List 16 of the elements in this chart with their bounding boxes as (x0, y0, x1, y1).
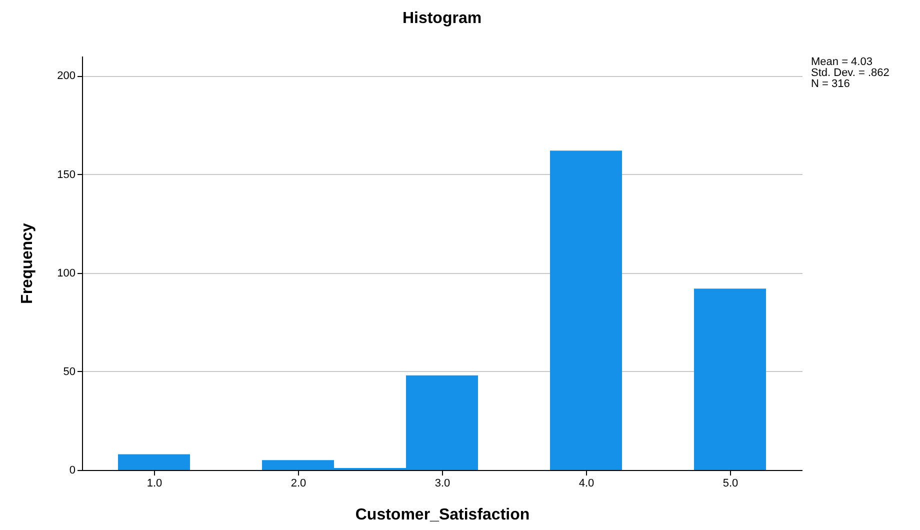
y-axis-title: Frequency (19, 222, 36, 304)
y-tick-label: 0 (69, 464, 76, 476)
text: Mean = 4.03 (811, 56, 872, 68)
text: Std. Dev. = .862 (811, 67, 890, 79)
y-tick-label: 150 (57, 168, 76, 181)
y-tick-label: 100 (57, 267, 76, 280)
x-tick-label: 4.0 (578, 478, 594, 490)
y-tick-label: 200 (57, 70, 76, 82)
y-tick-label: 50 (63, 366, 76, 378)
x-tick-label: 3.0 (434, 478, 450, 490)
x-tick-label: 2.0 (290, 478, 306, 490)
x-tick-label: 5.0 (722, 478, 738, 490)
x-tick-label: 1.0 (146, 478, 162, 490)
text: N = 316 (811, 78, 850, 90)
chart-title: Histogram (402, 10, 482, 27)
x-axis-title: Customer_Satisfaction (355, 506, 530, 524)
